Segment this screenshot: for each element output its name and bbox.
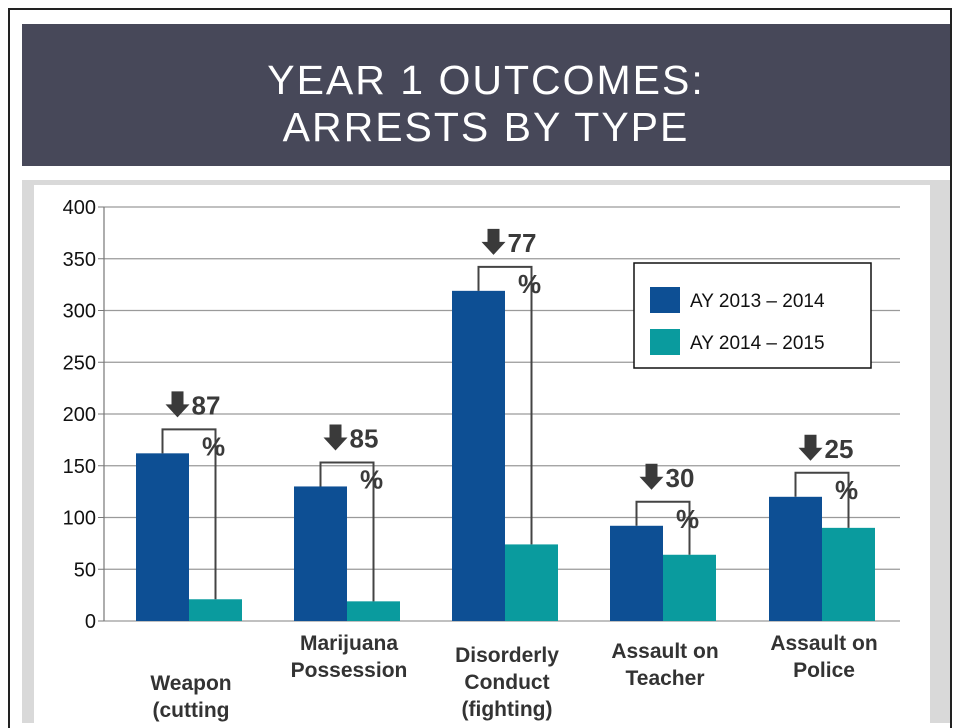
legend: AY 2013 – 2014 AY 2014 – 2015 — [633, 262, 872, 369]
y-tick-label: 50 — [74, 559, 96, 581]
category-label: Assault on — [611, 640, 718, 663]
reduction-bracket — [161, 428, 217, 600]
down-arrow-icon — [798, 434, 823, 461]
bar-ay2014-2015 — [505, 544, 558, 621]
category-label: Marijuana — [300, 632, 398, 655]
reduction-value: 25 — [825, 434, 854, 464]
title-bar: YEAR 1 OUTCOMES: ARRESTS BY TYPE — [22, 24, 950, 166]
reduction-bracket — [794, 471, 850, 528]
reduction-percent: % — [518, 269, 541, 299]
category-label: (cutting — [153, 699, 230, 722]
category-label: Assault on — [770, 632, 877, 655]
legend-label: AY 2014 – 2015 — [690, 333, 825, 354]
title-line-1: YEAR 1 OUTCOMES: — [267, 57, 705, 103]
reduction-bracket — [477, 265, 533, 545]
reduction-percent: % — [835, 475, 858, 505]
bar-ay2014-2015 — [663, 554, 716, 621]
y-tick-label: 300 — [63, 301, 96, 323]
y-tick-label: 100 — [63, 508, 96, 530]
bar-ay2014-2015 — [822, 527, 875, 621]
reduction-percent: % — [360, 464, 383, 494]
down-arrow-icon — [481, 228, 506, 255]
bar-ay2013-2014 — [136, 453, 189, 621]
reduction-value: 30 — [666, 463, 695, 493]
bar-ay2013-2014 — [452, 290, 505, 621]
bar-ay2013-2014 — [610, 525, 663, 621]
bar-ay2014-2015 — [347, 601, 400, 621]
category-label: Possession — [291, 659, 408, 682]
down-arrow-icon — [165, 391, 190, 418]
y-tick-label: 200 — [63, 404, 96, 426]
bar-ay2014-2015 — [189, 599, 242, 621]
reduction-percent: % — [676, 504, 699, 534]
category-label: Conduct — [464, 671, 549, 694]
bar-ay2013-2014 — [769, 496, 822, 621]
category-label: Police — [793, 659, 855, 682]
reduction-bracket — [319, 461, 375, 602]
category-label: Weapon — [150, 672, 231, 695]
reduction-value: 87 — [192, 390, 221, 420]
down-arrow-icon — [323, 424, 348, 451]
y-tick-label: 350 — [63, 249, 96, 271]
reduction-value: 77 — [508, 228, 537, 258]
y-tick-label: 0 — [85, 611, 96, 633]
category-label: Disorderly — [455, 644, 559, 667]
reduction-bracket — [635, 500, 691, 555]
legend-swatch — [650, 287, 680, 313]
reduction-value: 85 — [350, 423, 379, 453]
category-label: (fighting) — [462, 698, 553, 721]
title-line-2: ARRESTS BY TYPE — [282, 104, 690, 150]
down-arrow-icon — [639, 463, 664, 490]
y-tick-label: 250 — [63, 352, 96, 374]
category-label: Teacher — [626, 667, 705, 690]
y-tick-label: 400 — [63, 197, 96, 219]
legend-box — [633, 262, 872, 369]
slide-frame — [8, 8, 952, 728]
legend-swatch — [650, 329, 680, 355]
bar-ay2013-2014 — [294, 486, 347, 621]
reduction-percent: % — [202, 431, 225, 461]
legend-label: AY 2013 – 2014 — [690, 291, 825, 312]
y-tick-label: 150 — [63, 456, 96, 478]
